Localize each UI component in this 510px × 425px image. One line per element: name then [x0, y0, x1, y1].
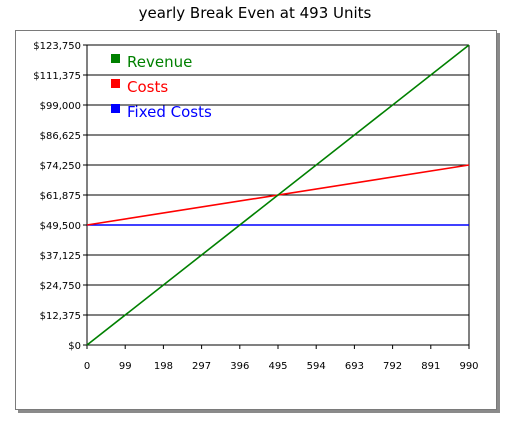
legend-swatch-fixed-costs [111, 104, 120, 113]
legend-label-costs: Costs [127, 78, 168, 96]
y-tick-label: $123,750 [33, 41, 81, 52]
x-tick-label: 0 [84, 361, 90, 372]
x-tick-label: 891 [421, 361, 440, 372]
legend-swatch-revenue [111, 54, 120, 63]
y-tick-label: $99,000 [40, 101, 81, 112]
y-tick-label: $49,500 [40, 221, 81, 232]
x-tick-label: 297 [192, 361, 211, 372]
x-tick-label: 792 [383, 361, 402, 372]
y-tick-label: $111,375 [33, 71, 81, 82]
legend-swatch-costs [111, 79, 120, 88]
y-tick-label: $74,250 [40, 161, 81, 172]
y-tick-label: $0 [68, 341, 81, 352]
y-tick-label: $24,750 [40, 281, 81, 292]
series-line-revenue [86, 44, 470, 346]
x-tick-label: 594 [307, 361, 326, 372]
x-tick-label: 99 [119, 361, 132, 372]
y-tick-label: $12,375 [40, 311, 81, 322]
y-tick-label: $37,125 [40, 251, 81, 262]
x-tick-label: 693 [345, 361, 364, 372]
x-tick-label: 396 [230, 361, 249, 372]
legend-label-revenue: Revenue [127, 53, 192, 71]
x-tick-label: 495 [268, 361, 287, 372]
x-tick-label: 990 [459, 361, 478, 372]
chart-title: yearly Break Even at 493 Units [138, 4, 372, 22]
x-tick-label: 198 [154, 361, 173, 372]
legend-label-fixed-costs: Fixed Costs [127, 103, 212, 121]
y-tick-label: $86,625 [40, 131, 81, 142]
y-tick-label: $61,875 [40, 191, 81, 202]
